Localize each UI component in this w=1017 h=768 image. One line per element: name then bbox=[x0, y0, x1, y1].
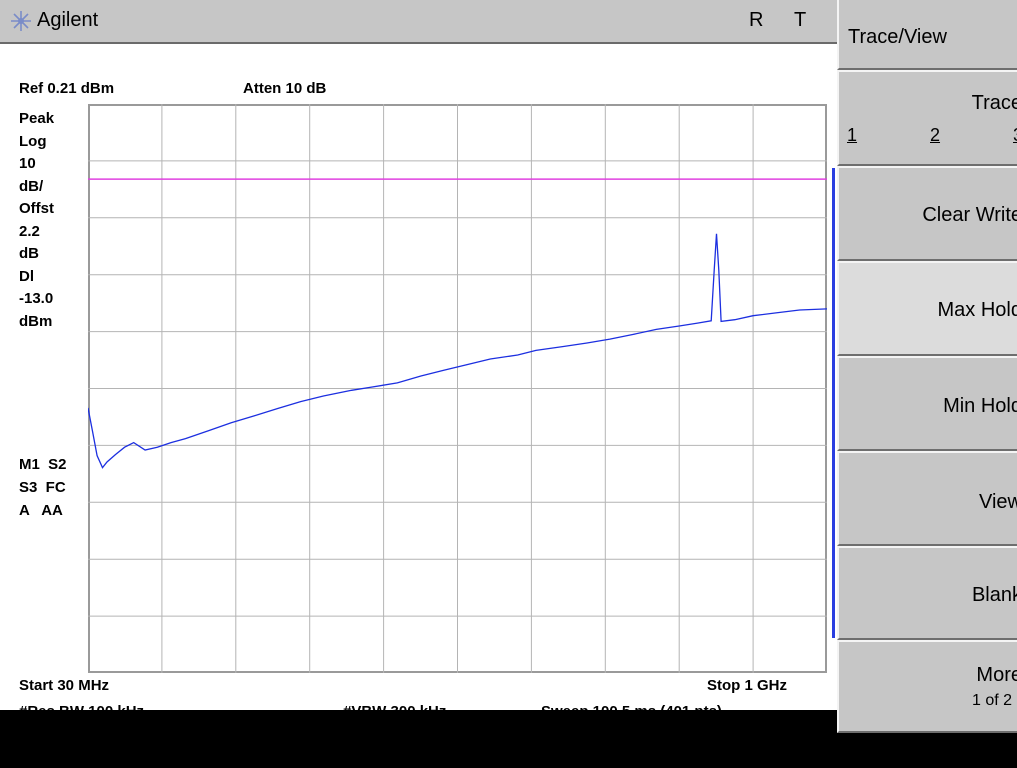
scale-unit: dB/ bbox=[19, 177, 44, 195]
trigger-indicator: T bbox=[794, 9, 807, 31]
display-area: Agilent R T Ref 0.21 dBm Atten 10 dB Pea… bbox=[0, 0, 837, 710]
start-frequency: Start 30 MHz bbox=[19, 677, 110, 694]
trace-option-2: 2 bbox=[930, 125, 941, 145]
scale-annotations: Peak Log 10 dB/ Offst 2.2 dB Dl -13.0 dB… bbox=[19, 108, 54, 333]
detector-label: Peak bbox=[19, 110, 55, 127]
scale-value: 10 bbox=[19, 155, 36, 172]
trace-option-3: 3 bbox=[1013, 125, 1017, 146]
flag-row: M1 S2 bbox=[19, 456, 67, 473]
blank-softkey[interactable]: Blank bbox=[837, 546, 1017, 640]
softkey-group-bracket bbox=[832, 168, 837, 638]
stop-frequency: Stop 1 GHz bbox=[707, 677, 788, 694]
video-bandwidth: #VBW 300 kHz bbox=[343, 703, 447, 720]
clear-write-label: Clear Write bbox=[922, 204, 1017, 226]
remote-indicator: R bbox=[749, 9, 764, 31]
display-line-label: Dl bbox=[19, 267, 34, 285]
menu-title-label: Trace/View bbox=[848, 26, 947, 48]
blank-label: Blank bbox=[971, 584, 1017, 606]
offset-value: 2.2 bbox=[19, 222, 40, 240]
attenuation-readout: Atten 10 dB bbox=[243, 80, 327, 97]
resolution-bandwidth: #Res BW 100 kHz bbox=[19, 703, 145, 720]
softkey-menu: Trace/View Trace 1 2 3 Clear Write Max H… bbox=[837, 0, 1017, 733]
min-hold-softkey[interactable]: Min Hold bbox=[837, 356, 1017, 451]
min-hold-label: Min Hold bbox=[943, 395, 1017, 417]
title-bar: Agilent R T bbox=[0, 0, 837, 44]
view-label: View bbox=[979, 491, 1017, 513]
flag-row: A AA bbox=[19, 502, 63, 519]
trace-option-1: 1 bbox=[847, 125, 858, 145]
more-label: More bbox=[976, 664, 1017, 686]
trace-select-softkey[interactable]: Trace 1 2 3 bbox=[837, 70, 1017, 166]
spectrum-graticule bbox=[88, 104, 827, 673]
max-hold-label: Max Hold bbox=[937, 299, 1017, 321]
offset-label: Offst bbox=[19, 200, 54, 217]
flag-row: S3 FC bbox=[19, 479, 66, 496]
clear-write-softkey[interactable]: Clear Write bbox=[837, 166, 1017, 261]
more-page-indicator: 1 of 2 bbox=[971, 692, 1012, 709]
scale-type-label: Log bbox=[19, 132, 47, 150]
more-softkey[interactable]: More 1 of 2 bbox=[837, 640, 1017, 733]
display-line-value: -13.0 bbox=[19, 290, 54, 307]
trace-status-flags: M1 S2 S3 FC A AA bbox=[19, 453, 67, 522]
display-line-unit: dBm bbox=[19, 312, 53, 330]
trace-1-line bbox=[88, 233, 827, 469]
offset-unit: dB bbox=[19, 245, 39, 262]
trace-label: Trace bbox=[971, 92, 1017, 114]
reference-level: Ref 0.21 dBm bbox=[19, 80, 115, 97]
message-bar bbox=[0, 733, 1017, 768]
menu-title: Trace/View bbox=[837, 0, 1017, 70]
sweep-time: Sweep 100.5 ms (401 pts) bbox=[541, 703, 722, 720]
agilent-spark-icon bbox=[11, 11, 31, 31]
view-softkey[interactable]: View bbox=[837, 451, 1017, 546]
max-hold-softkey[interactable]: Max Hold bbox=[837, 261, 1017, 356]
brand-name: Agilent bbox=[37, 9, 99, 31]
